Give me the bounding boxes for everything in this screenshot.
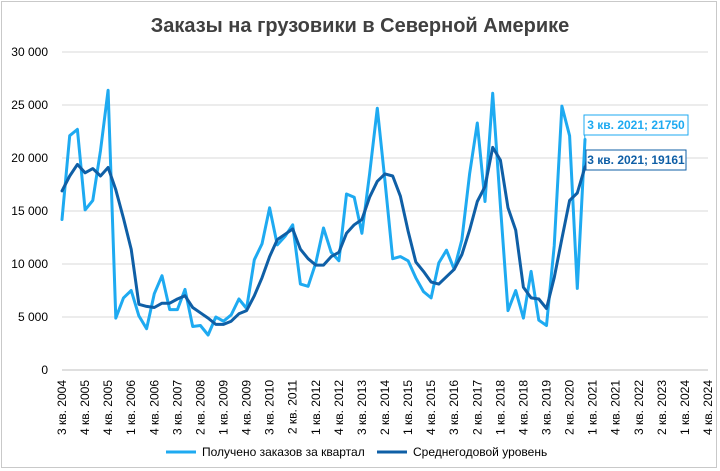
callout-box-average [585, 149, 687, 171]
x-tick-label: 1 кв. 2006 [124, 380, 138, 435]
gridlines [62, 51, 708, 371]
x-tick-label: 1 кв. 2015 [401, 380, 415, 435]
x-axis-ticks: 3 кв. 2004 4 кв. 2005 4 кв. 2005 1 кв. 2006… [55, 380, 715, 435]
series-line-quarterly-orders [60, 88, 587, 337]
series-layer [60, 88, 587, 337]
x-tick-label: 3 кв. 2013 [355, 380, 369, 435]
legend-label-annual-average: Среднегодовой уровень [413, 445, 547, 459]
x-tick-label: 3 кв. 2010 [263, 380, 277, 435]
x-tick-label: 1 кв. 2009 [217, 380, 231, 435]
x-tick-label: 4 кв. 2006 [147, 380, 161, 435]
x-tick-label: 2 кв. 2020 [563, 380, 577, 435]
x-tick-label: 4 кв. 2015 [424, 380, 438, 435]
x-tick-label: 1 кв. 2024 [678, 380, 692, 435]
x-tick-label: 4 кв. 2021 [609, 380, 623, 435]
legend: Получено заказов за квартал Среднегодово… [166, 445, 547, 459]
y-tick-label: 10 000 [11, 257, 48, 271]
legend-label-quarterly-orders: Получено заказов за квартал [202, 445, 365, 459]
x-tick-label: 4 кв. 2018 [516, 380, 530, 435]
x-tick-label: 4 кв. 2005 [101, 380, 115, 435]
x-tick-label: 4 кв. 2005 [78, 380, 92, 435]
y-tick-label: 25 000 [11, 98, 48, 112]
y-tick-label: 0 [41, 363, 48, 377]
x-tick-label: 2 кв. 2011 [286, 380, 300, 434]
callout-label-average: 3 кв. 2021; 19161 [587, 153, 685, 167]
x-tick-label: 2 кв. 2014 [378, 380, 392, 435]
callout-label-quarterly: 3 кв. 2021; 21750 [587, 118, 685, 132]
x-tick-label: 3 кв. 2007 [170, 380, 184, 435]
series-line-annual-average [60, 145, 587, 326]
x-tick-label: 2 кв. 2023 [655, 380, 669, 435]
y-tick-label: 20 000 [11, 151, 48, 165]
y-tick-label: 30 000 [11, 45, 48, 59]
x-tick-label: 3 кв. 2016 [447, 380, 461, 435]
chart-title: Заказы на грузовики в Северной Америке [151, 15, 570, 37]
y-tick-label: 5 000 [18, 310, 48, 324]
x-tick-label: 2 кв. 2017 [470, 380, 484, 435]
x-tick-label: 1 кв. 2018 [493, 380, 507, 435]
callouts: 3 кв. 2021; 21750 3 кв. 2021; 19161 [583, 114, 689, 171]
x-tick-label: 1 кв. 2012 [309, 380, 323, 435]
x-tick-label: 4 кв. 2024 [701, 380, 715, 435]
x-tick-label: 2 кв. 2008 [193, 380, 207, 435]
x-tick-label: 3 кв. 2019 [540, 380, 554, 435]
x-tick-label: 1 кв. 2021 [586, 380, 600, 435]
x-tick-label: 3 кв. 2004 [55, 380, 69, 435]
x-tick-label: 4 кв. 2009 [240, 380, 254, 435]
x-tick-label: 4 кв. 2012 [332, 380, 346, 435]
y-axis-ticks: 0 5 000 10 000 15 000 20 000 25 000 30 000 [11, 45, 48, 377]
x-tick-label: 3 кв. 2022 [632, 380, 646, 435]
callout-box-quarterly [583, 114, 689, 136]
y-tick-label: 15 000 [11, 204, 48, 218]
